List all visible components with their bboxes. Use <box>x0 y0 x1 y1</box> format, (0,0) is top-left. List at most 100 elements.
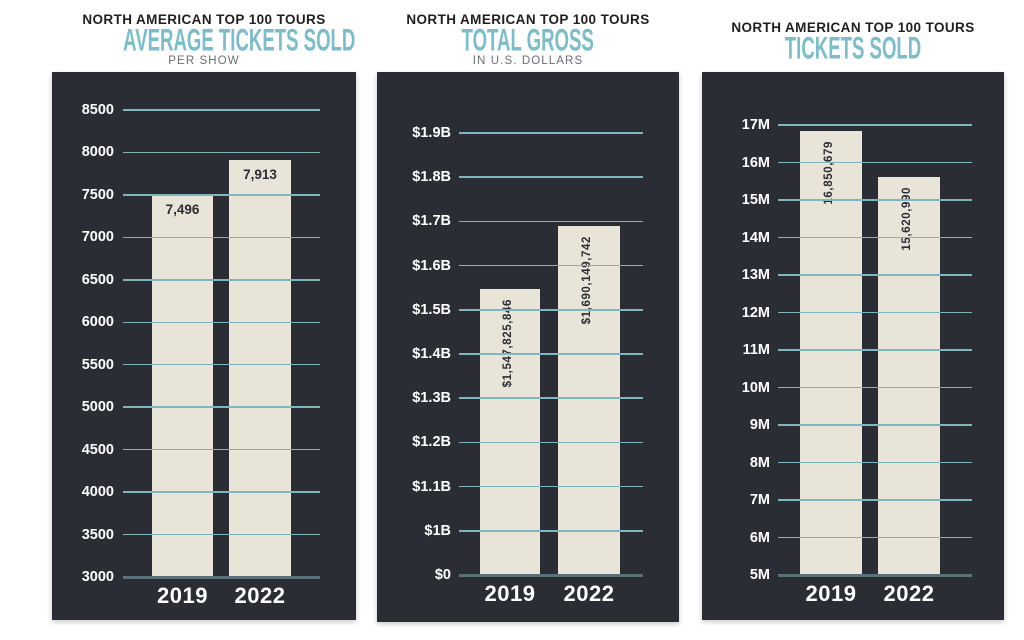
y-tick-label: 4000 <box>81 484 114 501</box>
gridline <box>459 530 643 532</box>
chart-title-block-total-gross: NORTH AMERICAN TOP 100 TOURS TOTAL GROSS… <box>377 12 679 67</box>
y-tick-label: $1.1B <box>412 478 451 495</box>
chart-panel-total-gross: $1,547,825,846 $1,690,149,742 $1.9B $1.8B $1… <box>377 72 679 622</box>
y-tick-label: 16M <box>741 154 770 171</box>
gridline <box>123 194 320 196</box>
chart-title: NORTH AMERICAN TOP 100 TOURS <box>731 20 975 35</box>
y-tick-label: $1.3B <box>412 390 451 407</box>
y-tick-label: $1.4B <box>412 346 451 362</box>
bar-value-label: $1,690,149,742 <box>581 235 593 325</box>
gridline <box>778 236 972 239</box>
y-tick-label: 6M <box>749 529 770 546</box>
y-tick-label: 7000 <box>81 229 114 246</box>
x-category-label: 2019 <box>805 581 857 606</box>
y-tick-label: 7500 <box>81 186 114 203</box>
x-category-label: 2022 <box>234 583 286 608</box>
y-tick-label: 5M <box>749 567 770 583</box>
gridline <box>459 176 643 178</box>
y-tick-label: 11M <box>742 342 770 358</box>
y-tick-label: 5500 <box>81 356 114 373</box>
chart-subnote: PER SHOW <box>168 55 240 67</box>
gridline <box>778 424 972 426</box>
y-tick-label: 14M <box>741 229 770 246</box>
bar-2019 <box>152 195 213 577</box>
y-tick-label: $1.6B <box>412 257 451 274</box>
gridline <box>123 491 320 493</box>
y-tick-label: 8500 <box>81 102 114 118</box>
gridline <box>123 109 320 111</box>
bar-value-label: 16,850,679 <box>823 140 835 205</box>
gridline <box>123 321 320 324</box>
y-tick-label: 8M <box>749 454 770 471</box>
gridline <box>459 397 643 399</box>
gridline <box>123 448 320 451</box>
gridline <box>778 536 972 539</box>
gridline <box>459 309 643 311</box>
bar-2019 <box>480 288 540 575</box>
bar-2019 <box>800 130 862 575</box>
y-tick-label: 7M <box>749 492 770 508</box>
gridline <box>459 132 643 134</box>
gridline <box>459 220 643 223</box>
y-tick-label: 3000 <box>81 569 114 585</box>
gridline <box>778 161 972 164</box>
y-tick-label: $1.8B <box>412 169 451 186</box>
gridline <box>459 264 643 267</box>
bar-2022 <box>558 225 620 575</box>
chart-title-block-average-tickets: NORTH AMERICAN TOP 100 TOURS AVERAGE TIC… <box>52 12 356 67</box>
y-tick-label: 6000 <box>81 314 114 331</box>
chart-plot-total-gross: $1,547,825,846 $1,690,149,742 $1.9B $1.8B $1… <box>377 72 679 622</box>
chart-plot-average-tickets: 7,496 7,913 8500 8000 7500 7000 6500 6000 5500 50… <box>52 72 356 620</box>
chart-title: NORTH AMERICAN TOP 100 TOURS <box>82 12 326 27</box>
chart-panel-tickets-sold: 16,850,679 15,620,990 17M 16M 15M 14M 13M 12M 11… <box>702 72 1004 620</box>
chart-subtitle: AVERAGE TICKETS SOLD <box>123 23 356 58</box>
gridline <box>778 461 972 464</box>
chart-title: NORTH AMERICAN TOP 100 TOURS <box>406 12 650 27</box>
y-tick-label: 15M <box>741 192 770 208</box>
bar-value-label: 7,496 <box>165 202 200 218</box>
chart-subtitle: TICKETS SOLD <box>784 31 922 66</box>
chart-title-block-tickets-sold: NORTH AMERICAN TOP 100 TOURS TICKETS SOL… <box>702 20 1004 66</box>
bar-value-label: 7,913 <box>243 166 277 182</box>
y-tick-label: 6500 <box>81 271 114 288</box>
gridline <box>123 236 320 239</box>
y-tick-label: 12M <box>741 304 770 321</box>
bar-2022 <box>229 159 291 577</box>
gridline <box>778 199 972 201</box>
gridline <box>459 353 643 355</box>
axis-baseline <box>459 573 643 577</box>
bar-value-label: $1,547,825,846 <box>502 298 514 387</box>
gridline <box>123 279 320 281</box>
chart-subtitle: TOTAL GROSS <box>461 23 595 58</box>
gridline <box>778 499 972 501</box>
y-tick-label: $1.2B <box>412 434 451 451</box>
y-tick-label: 5000 <box>81 399 114 416</box>
y-tick-label: 9M <box>749 417 770 433</box>
gridline <box>459 485 643 488</box>
gridline <box>778 386 972 389</box>
x-category-label: 2019 <box>157 583 208 608</box>
gridline <box>778 311 972 314</box>
y-tick-label: 17M <box>741 117 770 133</box>
chart-panel-average-tickets: 7,496 7,913 8500 8000 7500 7000 6500 6000 5500 50… <box>52 72 356 620</box>
chart-subnote: IN U.S. DOLLARS <box>472 55 584 67</box>
y-tick-label: $1.7B <box>412 213 451 230</box>
gridline <box>123 363 320 366</box>
x-category-label: 2022 <box>563 581 615 606</box>
gridline <box>459 441 643 444</box>
y-tick-label: 10M <box>741 379 770 396</box>
gridline <box>123 151 320 154</box>
y-tick-label: 4500 <box>81 441 114 458</box>
y-tick-label: 13M <box>741 267 770 283</box>
y-tick-label: $1.5B <box>412 301 451 318</box>
y-tick-label: 3500 <box>81 526 114 543</box>
gridline <box>778 349 972 351</box>
axis-baseline <box>123 575 320 579</box>
gridline <box>778 274 972 276</box>
x-category-label: 2019 <box>484 581 536 606</box>
gridline <box>778 124 972 126</box>
gridline <box>123 533 320 536</box>
x-category-label: 2022 <box>883 581 935 606</box>
gridline <box>123 406 320 408</box>
